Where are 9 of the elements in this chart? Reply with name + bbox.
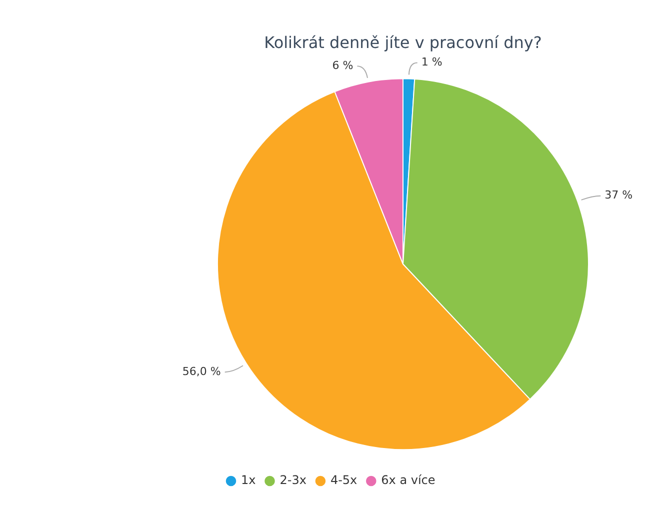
legend-label: 4-5x bbox=[330, 473, 358, 488]
legend-label: 6x a více bbox=[381, 473, 436, 488]
legend-label: 1x bbox=[241, 473, 256, 488]
data-label: 37 % bbox=[604, 188, 633, 202]
legend-label: 2-3x bbox=[280, 473, 306, 488]
chart-title: Kolikrát denně jíte v pracovní dny? bbox=[264, 32, 542, 52]
data-label: 56,0 % bbox=[182, 364, 221, 378]
data-label: 6 % bbox=[332, 59, 354, 72]
data-label: 1 % bbox=[421, 56, 442, 69]
